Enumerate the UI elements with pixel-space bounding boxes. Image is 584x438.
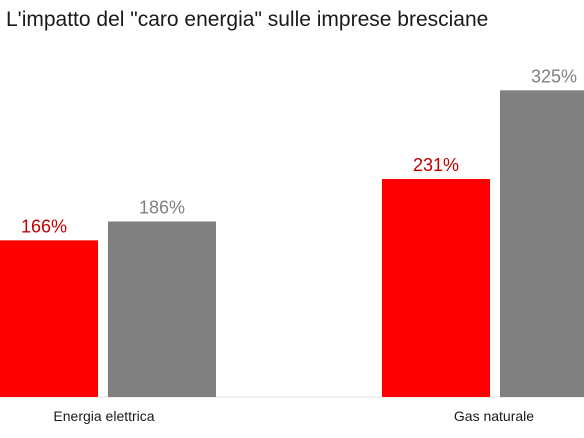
- data-label-2-series-2: 325%: [531, 66, 577, 86]
- bar-1-series-2: [108, 221, 216, 397]
- data-label-2-series-1: 231%: [413, 155, 459, 175]
- bar-2-series-1: [382, 179, 490, 397]
- bar-2-series-2: [500, 90, 584, 397]
- labels-group: 166% 186% Energia elettrica 231% 325% Gas nat…: [21, 66, 577, 424]
- category-label-1: Energia elettrica: [53, 408, 154, 424]
- chart-title: L'impatto del "caro energia" sulle impre…: [6, 8, 489, 31]
- data-label-1-series-2: 186%: [139, 197, 185, 217]
- bars-group: [0, 90, 584, 397]
- data-label-1-series-1: 166%: [21, 216, 67, 236]
- bar-1-series-1: [0, 240, 98, 397]
- category-label-2: Gas naturale: [454, 408, 534, 424]
